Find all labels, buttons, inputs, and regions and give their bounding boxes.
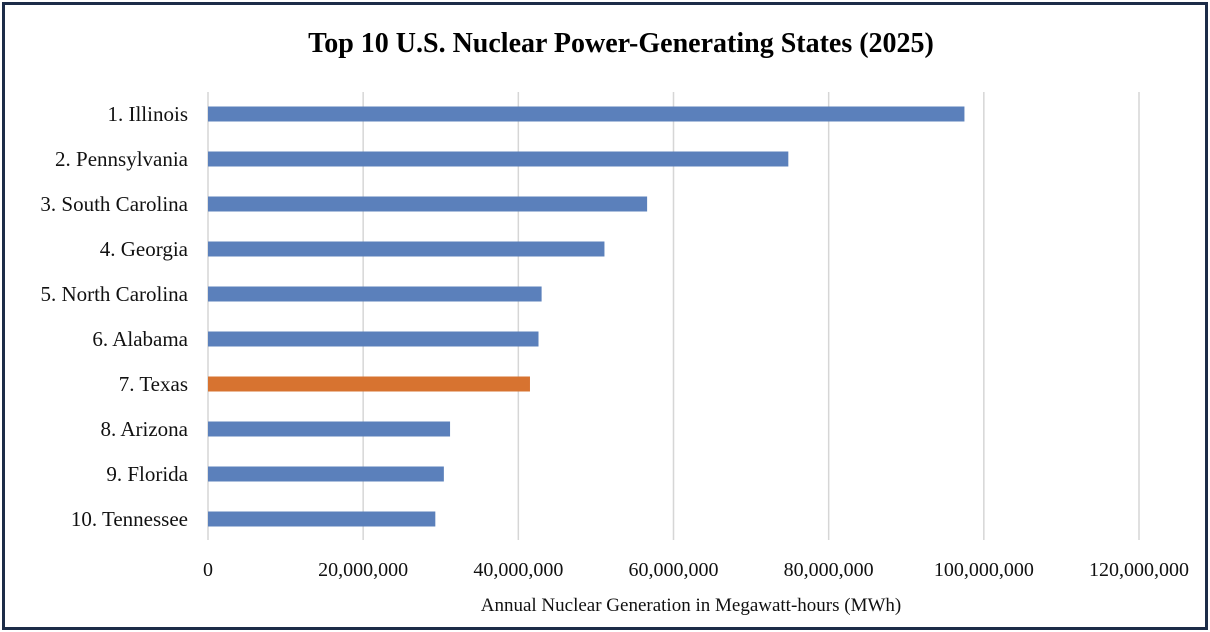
x-tick-labels: 0 20,000,000 40,000,000 60,000,000 80,000,00… xyxy=(203,559,1189,581)
grid-lines xyxy=(207,92,1140,540)
bar xyxy=(208,151,789,167)
bar xyxy=(208,196,648,212)
category-label: 6. Alabama xyxy=(92,327,188,351)
category-label: 5. North Carolina xyxy=(40,282,188,306)
x-axis-label: Annual Nuclear Generation in Megawatt-ho… xyxy=(481,595,902,616)
x-tick-label: 20,000,000 xyxy=(318,559,408,581)
category-label: 9. Florida xyxy=(106,462,188,486)
bar xyxy=(208,421,451,437)
x-tick-label: 80,000,000 xyxy=(784,559,874,581)
category-label: 7. Texas xyxy=(119,372,188,396)
chart-title: Top 10 U.S. Nuclear Power-Generating Sta… xyxy=(308,28,934,59)
category-label: 3. South Carolina xyxy=(40,192,188,216)
x-tick-label: 40,000,000 xyxy=(473,559,563,581)
bar xyxy=(208,106,965,122)
bar xyxy=(208,331,539,347)
bar xyxy=(208,511,436,527)
x-tick-label: 100,000,000 xyxy=(934,559,1034,581)
category-label: 10. Tennessee xyxy=(71,507,188,531)
category-label: 4. Georgia xyxy=(100,237,189,261)
category-label: 1. Illinois xyxy=(107,102,188,126)
bar xyxy=(208,286,542,302)
x-tick-label: 60,000,000 xyxy=(629,559,719,581)
bar xyxy=(208,466,444,482)
category-labels: 1. Illinois 2. Pennsylvania 3. South Carol… xyxy=(40,102,188,531)
bars xyxy=(208,106,965,527)
bar xyxy=(208,241,605,257)
x-tick-label: 120,000,000 xyxy=(1089,559,1189,581)
category-label: 2. Pennsylvania xyxy=(55,147,189,171)
x-tick-label: 0 xyxy=(203,559,213,581)
category-label: 8. Arizona xyxy=(101,417,189,441)
bar xyxy=(208,376,530,392)
